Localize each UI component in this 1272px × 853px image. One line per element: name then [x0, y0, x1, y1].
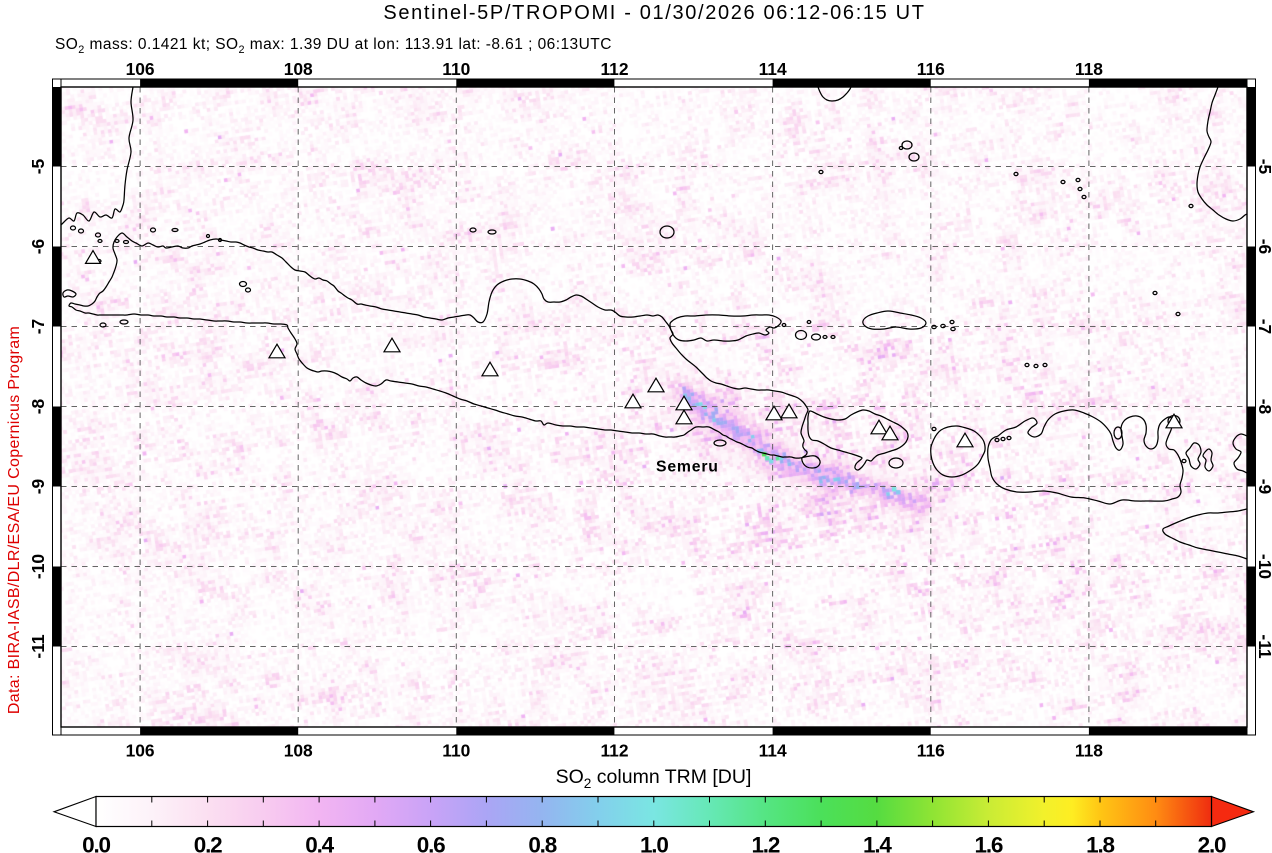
svg-text:1.6: 1.6 — [975, 833, 1003, 853]
svg-text:110: 110 — [442, 741, 470, 761]
svg-text:0.4: 0.4 — [305, 833, 334, 853]
svg-text:106: 106 — [126, 741, 155, 761]
svg-text:118: 118 — [1075, 59, 1103, 79]
svg-text:0.2: 0.2 — [194, 833, 222, 853]
svg-text:-10: -10 — [1255, 554, 1272, 579]
svg-text:116: 116 — [917, 59, 945, 79]
svg-text:112: 112 — [600, 741, 628, 761]
svg-text:106: 106 — [126, 59, 155, 79]
svg-text:118: 118 — [1075, 741, 1103, 761]
svg-text:-8: -8 — [28, 398, 48, 414]
svg-text:1.2: 1.2 — [751, 833, 779, 853]
svg-text:-10: -10 — [28, 554, 48, 579]
svg-text:1.8: 1.8 — [1086, 833, 1114, 853]
svg-text:1.0: 1.0 — [640, 833, 668, 853]
svg-text:0.8: 0.8 — [528, 833, 556, 853]
svg-text:108: 108 — [284, 741, 313, 761]
svg-text:-11: -11 — [1255, 634, 1272, 659]
svg-text:-5: -5 — [1255, 159, 1272, 175]
svg-text:-8: -8 — [1255, 399, 1272, 415]
svg-text:116: 116 — [917, 741, 945, 761]
svg-text:2.0: 2.0 — [1198, 833, 1226, 853]
svg-text:-6: -6 — [28, 238, 48, 254]
svg-text:-7: -7 — [28, 319, 48, 334]
svg-text:1.4: 1.4 — [863, 833, 892, 853]
svg-text:-7: -7 — [1255, 319, 1272, 334]
svg-text:108: 108 — [284, 59, 313, 79]
svg-text:0.0: 0.0 — [82, 833, 110, 853]
svg-text:-5: -5 — [28, 158, 48, 174]
svg-text:114: 114 — [759, 59, 787, 79]
svg-text:-9: -9 — [1255, 479, 1272, 495]
svg-text:-11: -11 — [28, 634, 48, 659]
svg-text:110: 110 — [442, 59, 470, 79]
svg-text:114: 114 — [759, 741, 787, 761]
svg-text:-9: -9 — [28, 478, 48, 494]
svg-text:112: 112 — [600, 59, 628, 79]
svg-text:-6: -6 — [1255, 239, 1272, 255]
svg-text:0.6: 0.6 — [417, 833, 445, 853]
svg-text:Semeru: Semeru — [656, 459, 719, 476]
